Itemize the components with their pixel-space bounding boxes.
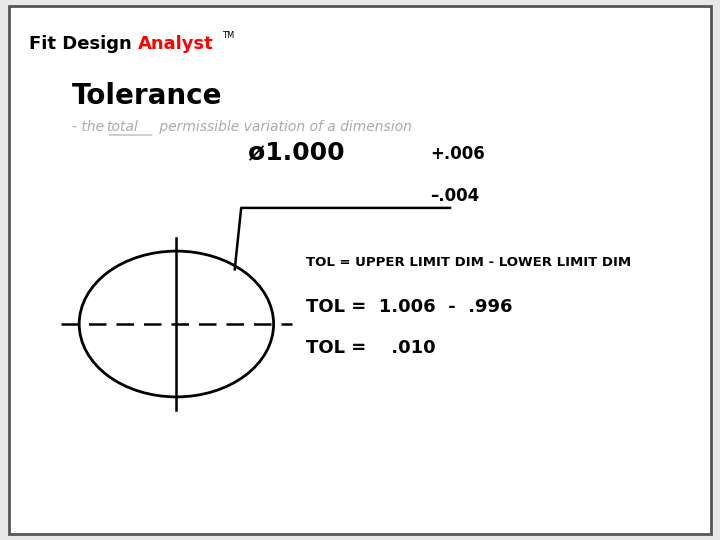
Text: TOL = UPPER LIMIT DIM - LOWER LIMIT DIM: TOL = UPPER LIMIT DIM - LOWER LIMIT DIM — [306, 256, 631, 269]
Text: total: total — [107, 120, 138, 134]
Text: Analyst: Analyst — [138, 35, 214, 53]
Text: permissible variation of a dimension: permissible variation of a dimension — [155, 120, 412, 134]
Text: Tolerance: Tolerance — [72, 82, 222, 110]
Text: TOL =  1.006  -  .996: TOL = 1.006 - .996 — [306, 298, 513, 316]
Text: - the: - the — [72, 120, 109, 134]
Text: TOL =    .010: TOL = .010 — [306, 339, 436, 357]
Text: TM: TM — [222, 31, 234, 40]
Text: ø1.000: ø1.000 — [248, 141, 345, 165]
Text: –.004: –.004 — [430, 187, 479, 205]
Text: Fit Design: Fit Design — [29, 35, 132, 53]
Text: +.006: +.006 — [430, 145, 485, 163]
